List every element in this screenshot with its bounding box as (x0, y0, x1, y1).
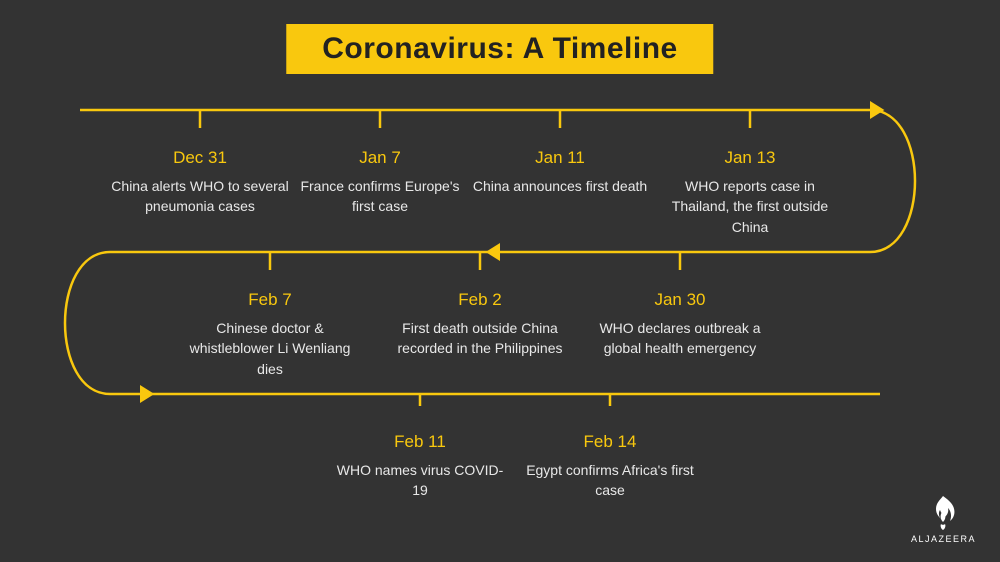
page-title: Coronavirus: A Timeline (322, 32, 677, 66)
timeline-event: Jan 7 France confirms Europe's first case (290, 148, 470, 217)
event-description: China announces first death (470, 176, 650, 196)
title-banner: Coronavirus: A Timeline (286, 24, 713, 74)
timeline-event: Jan 30 WHO declares outbreak a global hea… (590, 290, 770, 359)
brand-logo: ALJAZEERA (911, 494, 976, 544)
timeline-event: Feb 2 First death outside China recorded … (390, 290, 570, 359)
timeline-event: Feb 11 WHO names virus COVID-19 (330, 432, 510, 501)
event-date: Jan 11 (470, 148, 650, 168)
event-description: First death outside China recorded in th… (390, 318, 570, 359)
event-date: Jan 30 (590, 290, 770, 310)
event-description: Egypt confirms Africa's first case (520, 460, 700, 501)
event-date: Feb 7 (180, 290, 360, 310)
event-description: WHO names virus COVID-19 (330, 460, 510, 501)
brand-name: ALJAZEERA (911, 534, 976, 544)
event-date: Feb 2 (390, 290, 570, 310)
event-description: Chinese doctor & whistleblower Li Wenlia… (180, 318, 360, 379)
event-description: France confirms Europe's first case (290, 176, 470, 217)
timeline-event: Feb 14 Egypt confirms Africa's first case (520, 432, 700, 501)
aljazeera-flame-icon (926, 494, 960, 532)
timeline-event: Feb 7 Chinese doctor & whistleblower Li W… (180, 290, 360, 379)
event-description: WHO reports case in Thailand, the first … (660, 176, 840, 237)
event-description: WHO declares outbreak a global health em… (590, 318, 770, 359)
event-date: Jan 7 (290, 148, 470, 168)
event-date: Feb 14 (520, 432, 700, 452)
event-date: Dec 31 (110, 148, 290, 168)
event-description: China alerts WHO to several pneumonia ca… (110, 176, 290, 217)
timeline-event: Jan 11 China announces first death (470, 148, 650, 196)
timeline-event: Jan 13 WHO reports case in Thailand, the … (660, 148, 840, 237)
timeline-event: Dec 31 China alerts WHO to several pneumo… (110, 148, 290, 217)
event-date: Jan 13 (660, 148, 840, 168)
event-date: Feb 11 (330, 432, 510, 452)
